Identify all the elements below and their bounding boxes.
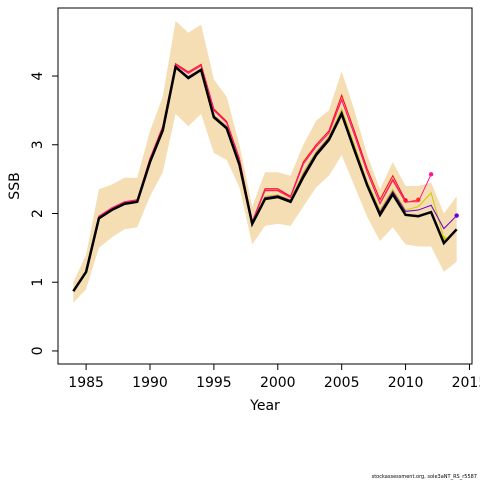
confidence-band	[73, 21, 457, 303]
x-tick-label: 2000	[260, 375, 296, 391]
x-tick-label: 2005	[324, 375, 360, 391]
plot-frame	[57, 7, 473, 365]
y-tick-label: 2	[30, 209, 46, 218]
x-tick-label: 1985	[68, 375, 104, 391]
x-tick-label: 1995	[196, 375, 232, 391]
y-tick-label: 1	[30, 278, 46, 287]
end-point	[454, 213, 459, 218]
y-axis-label: SSB	[7, 172, 23, 199]
x-tick-label: 2015	[452, 375, 480, 391]
x-axis-label: Year	[249, 398, 280, 414]
end-point	[428, 172, 434, 177]
y-tick-label: 3	[30, 140, 46, 149]
x-tick-label: 2010	[388, 375, 424, 391]
footer: stockassessment.org, sole3aNT_RS_r5587	[372, 474, 477, 480]
y-tick-label: 4	[30, 71, 46, 80]
series-line	[72, 64, 458, 292]
y-tick-label: 0	[30, 346, 46, 355]
x-tick-label: 1990	[132, 375, 168, 391]
